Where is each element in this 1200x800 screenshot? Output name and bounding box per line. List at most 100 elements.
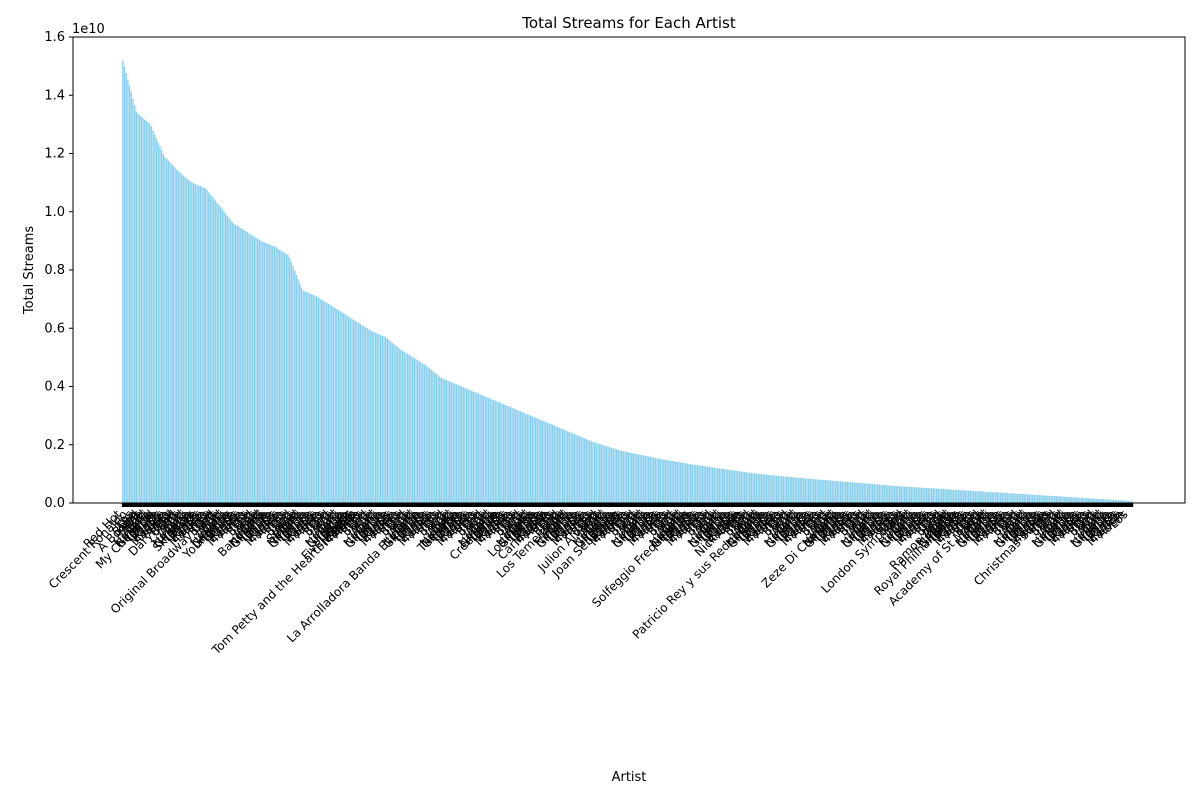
bar (371, 331, 373, 503)
bar (786, 476, 788, 503)
bar (654, 457, 656, 503)
bar (457, 385, 459, 503)
bar (1055, 496, 1058, 503)
bar (890, 485, 892, 503)
bar (845, 481, 847, 503)
bar (513, 408, 515, 503)
bar (477, 393, 480, 503)
bar (1128, 500, 1130, 503)
bar (627, 452, 630, 503)
bar (560, 428, 562, 503)
bar (978, 491, 980, 503)
bar (427, 366, 429, 503)
bar (728, 469, 731, 503)
bar (462, 387, 464, 503)
bar (430, 369, 432, 503)
bar (206, 190, 208, 503)
bar (870, 483, 872, 503)
bar (541, 420, 544, 503)
bar (240, 228, 242, 504)
bar (413, 358, 416, 503)
bar (1065, 496, 1068, 503)
bar (326, 302, 328, 503)
bar (951, 489, 953, 503)
bar (322, 300, 325, 503)
bar (615, 449, 618, 503)
bar (307, 292, 309, 503)
bar (897, 486, 899, 503)
bar (568, 431, 571, 503)
bar (755, 473, 758, 503)
bar (395, 345, 397, 503)
bar (927, 488, 929, 503)
bar (142, 118, 144, 504)
bar (1032, 494, 1034, 503)
bar (516, 409, 518, 503)
bar (725, 469, 727, 503)
bar (433, 372, 436, 503)
bar (695, 464, 697, 503)
bar (132, 98, 134, 503)
bar (152, 130, 154, 503)
bar (176, 169, 178, 503)
bar (285, 253, 287, 503)
bar (600, 444, 603, 503)
bar (267, 243, 269, 503)
bar (720, 468, 722, 503)
bar (501, 403, 503, 503)
bar (877, 484, 879, 503)
bar (391, 342, 394, 503)
bar (858, 482, 860, 503)
bar (194, 184, 196, 503)
bar (806, 478, 808, 503)
bar (565, 430, 567, 503)
bar (464, 387, 466, 503)
bar (892, 485, 894, 503)
bar (1023, 494, 1025, 503)
bar (691, 464, 694, 503)
bar (272, 245, 274, 503)
bar (233, 223, 235, 503)
bar (519, 411, 522, 503)
bar (989, 492, 992, 503)
bar (1005, 492, 1007, 503)
bar (619, 450, 621, 503)
bar (929, 488, 931, 503)
bar (1020, 493, 1022, 503)
bar (299, 283, 301, 503)
bar (873, 484, 876, 503)
bar (1021, 494, 1024, 503)
bar (420, 362, 422, 503)
bar (624, 451, 626, 503)
bar (321, 299, 323, 503)
bar (914, 487, 916, 503)
bar (224, 213, 227, 503)
bar (1089, 498, 1091, 503)
bar (283, 252, 286, 503)
bar (829, 480, 832, 503)
bar (1077, 497, 1079, 503)
bar (347, 316, 350, 503)
bar (162, 154, 164, 503)
bar (497, 402, 500, 503)
bar (287, 254, 289, 503)
bar (784, 476, 786, 503)
bar (476, 392, 478, 503)
bar (1048, 495, 1051, 503)
bar (278, 249, 281, 503)
bar (135, 111, 137, 503)
bar (363, 326, 365, 503)
bar (759, 473, 761, 503)
bars-group (122, 60, 1133, 504)
bar (637, 454, 640, 503)
bar (508, 406, 510, 503)
bar (199, 186, 202, 503)
bar (192, 183, 195, 503)
bar (140, 116, 143, 503)
bar (922, 487, 924, 503)
bar (543, 421, 545, 503)
bar (698, 465, 700, 503)
bar (1042, 495, 1044, 503)
bar (447, 380, 449, 503)
bar (177, 171, 180, 504)
